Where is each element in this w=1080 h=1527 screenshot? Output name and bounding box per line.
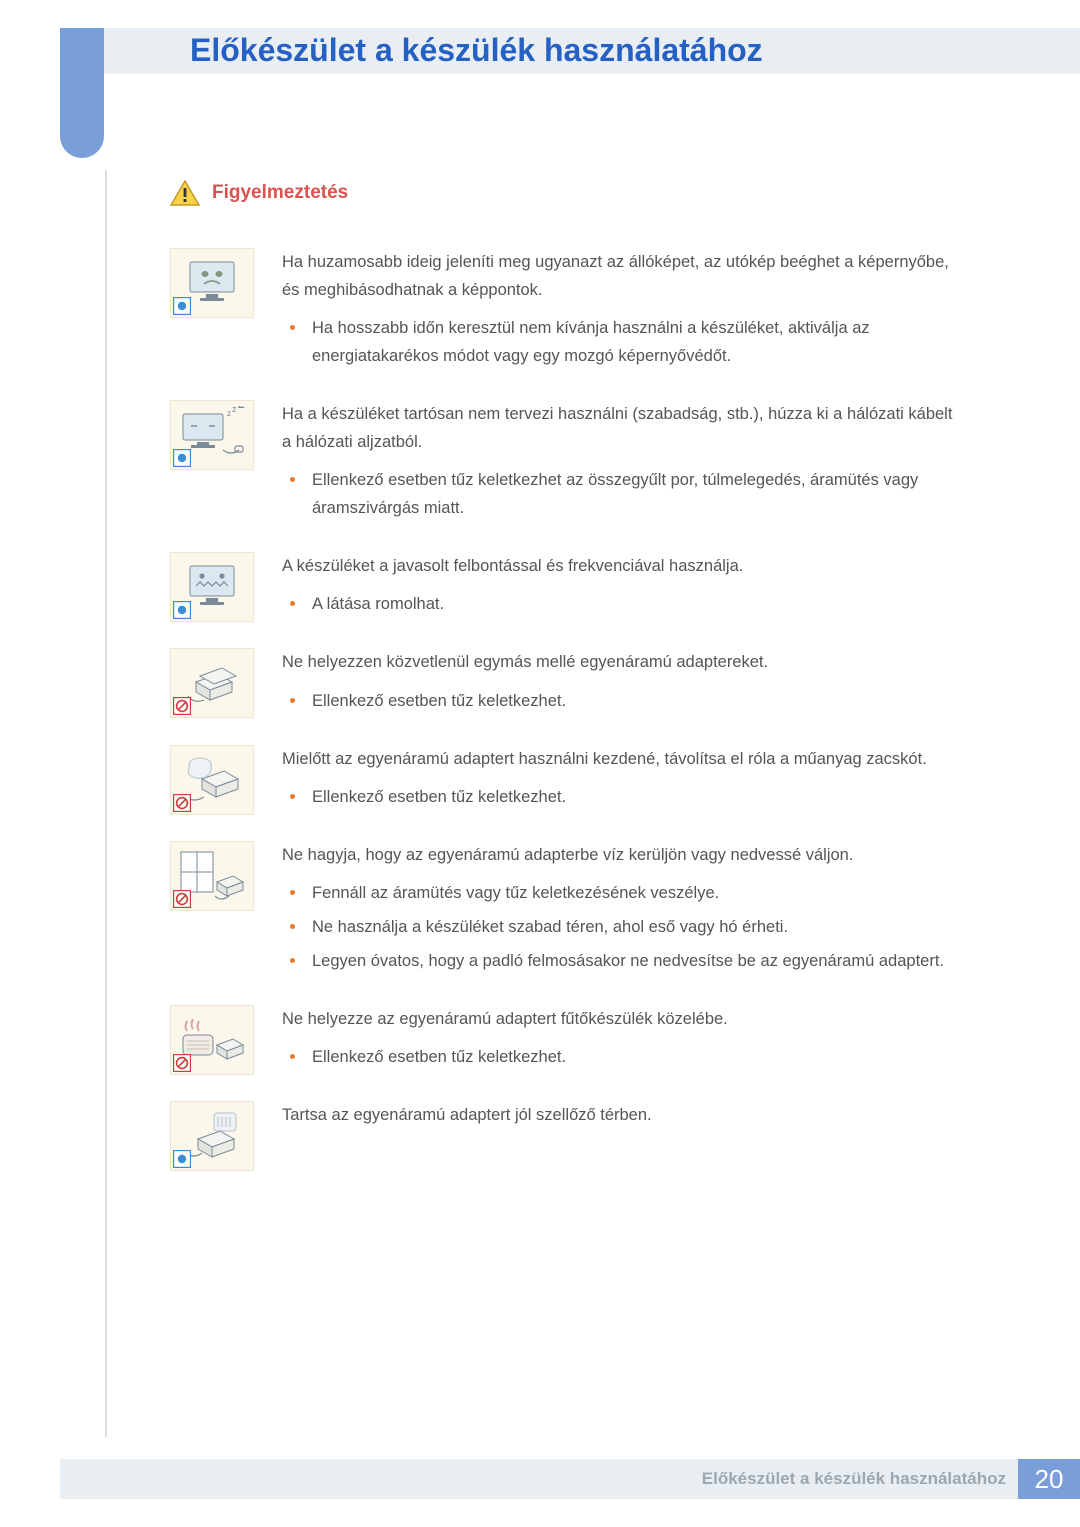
item-lead-text: Mielőtt az egyenáramú adaptert használni… xyxy=(282,745,960,773)
item-bullet-list: Ellenkező esetben tűz keletkezhet. xyxy=(282,783,960,811)
item-bullet: Ellenkező esetben tűz keletkezhet. xyxy=(286,783,960,811)
item-bullet: Fennáll az áramütés vagy tűz keletkezésé… xyxy=(286,879,960,907)
svg-text:z: z xyxy=(232,406,237,414)
prohibit-icon xyxy=(173,1054,191,1072)
page-number: 20 xyxy=(1018,1459,1080,1499)
item-illustration xyxy=(170,552,254,622)
svg-text:z: z xyxy=(227,409,231,418)
item-lead-text: Ne hagyja, hogy az egyenáramú adapterbe … xyxy=(282,841,960,869)
content-area: Figyelmeztetés Ha huzamosabb ideig jelen… xyxy=(170,180,960,1195)
item-bullet-list: A látása romolhat. xyxy=(282,590,960,618)
item-bullet-list: Fennáll az áramütés vagy tűz keletkezésé… xyxy=(282,879,960,975)
item-bullet: Ellenkező esetben tűz keletkezhet. xyxy=(286,1043,960,1071)
svg-text:Z: Z xyxy=(238,406,245,411)
item-lead-text: Ha huzamosabb ideig jeleníti meg ugyanaz… xyxy=(282,248,960,304)
item-bullet: Ellenkező esetben tűz keletkezhet. xyxy=(286,687,960,715)
info-icon xyxy=(173,449,191,467)
page-title: Előkészület a készülék használatához xyxy=(190,32,763,69)
prohibit-icon xyxy=(173,890,191,908)
info-icon xyxy=(173,601,191,619)
safety-item: A készüléket a javasolt felbontással és … xyxy=(170,552,960,624)
item-bullet: Legyen óvatos, hogy a padló felmosásakor… xyxy=(286,947,960,975)
safety-item: Ne hagyja, hogy az egyenáramú adapterbe … xyxy=(170,841,960,981)
item-bullet: Ne használja a készüléket szabad téren, … xyxy=(286,913,960,941)
item-lead-text: A készüléket a javasolt felbontással és … xyxy=(282,552,960,580)
info-icon xyxy=(173,297,191,315)
item-illustration xyxy=(170,648,254,718)
safety-item: Ne helyezze az egyenáramú adaptert fűtők… xyxy=(170,1005,960,1077)
item-bullet-list: Ellenkező esetben tűz keletkezhet az öss… xyxy=(282,466,960,522)
item-lead-text: Ne helyezzen közvetlenül egymás mellé eg… xyxy=(282,648,960,676)
vertical-rule xyxy=(105,170,107,1437)
section-heading: Figyelmeztetés xyxy=(170,180,960,206)
item-lead-text: Ne helyezze az egyenáramú adaptert fűtők… xyxy=(282,1005,960,1033)
prohibit-icon xyxy=(173,697,191,715)
item-illustration xyxy=(170,1101,254,1171)
item-illustration xyxy=(170,248,254,318)
safety-item: Ha huzamosabb ideig jeleníti meg ugyanaz… xyxy=(170,248,960,376)
item-bullet-list: Ellenkező esetben tűz keletkezhet. xyxy=(282,687,960,715)
item-lead-text: Tartsa az egyenáramú adaptert jól szellő… xyxy=(282,1101,960,1129)
item-illustration xyxy=(170,745,254,815)
item-illustration xyxy=(170,841,254,911)
safety-item: Mielőtt az egyenáramú adaptert használni… xyxy=(170,745,960,817)
item-bullet-list: Ha hosszabb időn keresztül nem kívánja h… xyxy=(282,314,960,370)
item-bullet: Ha hosszabb időn keresztül nem kívánja h… xyxy=(286,314,960,370)
info-icon xyxy=(173,1150,191,1168)
footer-text: Előkészület a készülék használatához xyxy=(702,1469,1006,1489)
warning-icon xyxy=(170,180,200,206)
item-bullet: Ellenkező esetben tűz keletkezhet az öss… xyxy=(286,466,960,522)
item-bullet-list: Ellenkező esetben tűz keletkezhet. xyxy=(282,1043,960,1071)
item-lead-text: Ha a készüléket tartósan nem tervezi has… xyxy=(282,400,960,456)
section-heading-text: Figyelmeztetés xyxy=(212,182,348,204)
safety-item: z z Z Ha a készüléket tartósan nem terve… xyxy=(170,400,960,528)
item-bullet: A látása romolhat. xyxy=(286,590,960,618)
prohibit-icon xyxy=(173,794,191,812)
safety-item: Ne helyezzen közvetlenül egymás mellé eg… xyxy=(170,648,960,720)
item-illustration: z z Z xyxy=(170,400,254,470)
item-illustration xyxy=(170,1005,254,1075)
safety-item: Tartsa az egyenáramú adaptert jól szellő… xyxy=(170,1101,960,1171)
section-tab xyxy=(60,28,104,158)
footer-bar: Előkészület a készülék használatához 20 xyxy=(60,1459,1080,1499)
